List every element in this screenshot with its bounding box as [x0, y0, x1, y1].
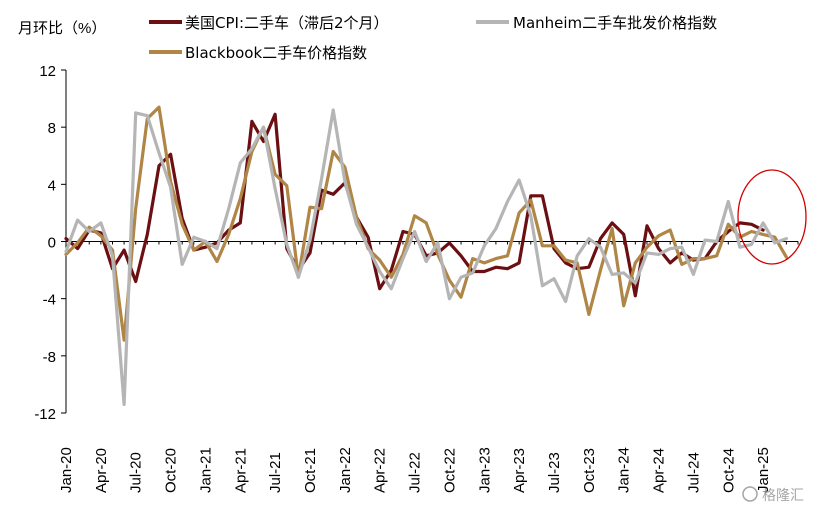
x-tick-label: Oct-22	[441, 448, 458, 493]
watermark: 格隆汇	[742, 486, 804, 504]
x-tick-label: Jan-25	[755, 447, 772, 493]
x-tick-label: Apr-23	[511, 448, 528, 493]
y-axis: 12 8 4 0 -4 -8 -12	[34, 63, 67, 423]
x-tick-label: Oct-20	[163, 448, 180, 493]
y-tick-label: 12	[39, 63, 56, 80]
y-tick-label: 8	[48, 120, 56, 137]
x-tick-label: Jan-20	[58, 447, 75, 493]
series-line-manheim	[64, 108, 789, 406]
x-tick-label: Apr-24	[651, 448, 668, 493]
y-tick-label: -4	[43, 292, 56, 309]
x-axis: Jan-20 Apr-20 Jul-20 Oct-20 Jan-21 Apr-21 Jul-…	[58, 241, 799, 493]
watermark-logo-icon	[742, 486, 758, 502]
legend: 美国CPI:二手车（滞后2个月） Manheim二手车批发价格指数 Blackb…	[149, 14, 717, 62]
watermark-text: 格隆汇	[762, 488, 804, 504]
x-tick-label: Jul-21	[267, 452, 284, 493]
legend-label-blackbook: Blackbook二手车价格指数	[185, 44, 367, 62]
x-tick-label: Jul-20	[128, 452, 145, 493]
x-tick-label: Jan-22	[337, 447, 354, 493]
series-line-blackbook	[64, 105, 789, 342]
y-tick-label: -8	[43, 349, 56, 366]
x-tick-label: Oct-23	[581, 448, 598, 493]
x-tick-label: Apr-20	[93, 448, 110, 493]
x-tick-label: Jan-24	[616, 447, 633, 493]
x-tick-label: Oct-24	[720, 448, 737, 493]
y-tick-label: -12	[34, 406, 56, 423]
y-tick-label: 0	[48, 235, 56, 252]
x-tick-label: Apr-21	[232, 448, 249, 493]
y-axis-label: 月环比（%）	[18, 20, 106, 37]
x-tick-label: Jul-23	[546, 452, 563, 493]
y-tick-label: 4	[48, 177, 56, 194]
x-tick-label: Jul-22	[407, 452, 424, 493]
series-line-cpi	[64, 112, 765, 298]
legend-label-manheim: Manheim二手车批发价格指数	[513, 14, 717, 32]
x-tick-label: Jul-24	[685, 452, 702, 493]
x-tick-label: Apr-22	[372, 448, 389, 493]
series-layer	[64, 105, 789, 406]
x-tick-label: Jan-21	[197, 447, 214, 493]
legend-label-cpi: 美国CPI:二手车（滞后2个月）	[185, 14, 389, 32]
x-tick-label: Oct-21	[302, 448, 319, 493]
highlight-ellipse	[737, 169, 807, 265]
x-tick-label: Jan-23	[476, 447, 493, 493]
